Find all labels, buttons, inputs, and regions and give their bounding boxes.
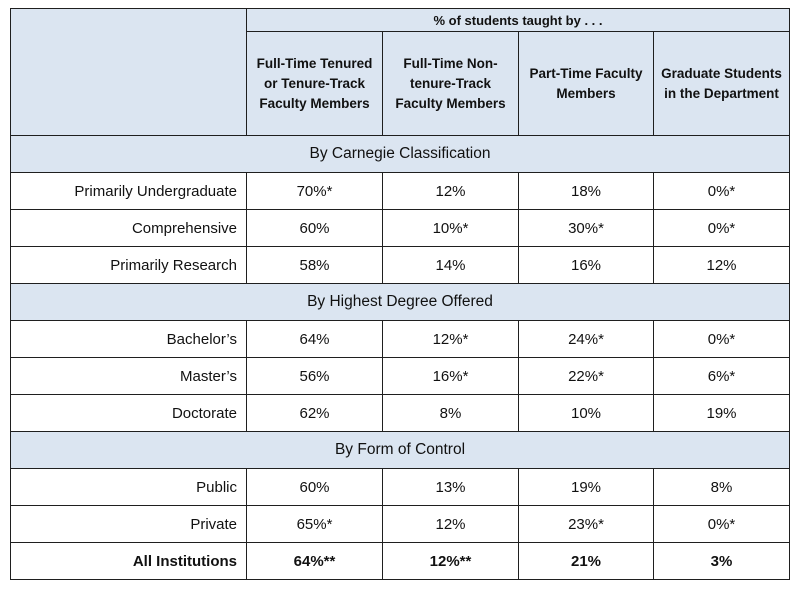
cell-value: 30%* bbox=[518, 209, 654, 247]
cell-value: 64% bbox=[246, 320, 383, 358]
row-label: Private bbox=[10, 505, 247, 543]
row-label: Primarily Undergraduate bbox=[10, 172, 247, 210]
cell-value: 70%* bbox=[246, 172, 383, 210]
column-header: Part-Time Faculty Members bbox=[518, 31, 654, 136]
cell-value: 6%* bbox=[653, 357, 790, 395]
cell-value: 65%* bbox=[246, 505, 383, 543]
cell-value: 12% bbox=[653, 246, 790, 284]
column-header: Full-Time Tenured or Tenure-Track Facult… bbox=[246, 31, 383, 136]
cell-value: 10%* bbox=[382, 209, 519, 247]
cell-value: 12% bbox=[382, 172, 519, 210]
section-title: By Carnegie Classification bbox=[10, 135, 790, 173]
row-label: Doctorate bbox=[10, 394, 247, 432]
cell-value: 12%* bbox=[382, 320, 519, 358]
row-label: Primarily Research bbox=[10, 246, 247, 284]
total-value: 3% bbox=[653, 542, 790, 580]
cell-value: 0%* bbox=[653, 320, 790, 358]
row-label: Master’s bbox=[10, 357, 247, 395]
table-row: Private 65%* 12% 23%* 0%* bbox=[10, 505, 790, 543]
table-row: Primarily Research 58% 14% 16% 12% bbox=[10, 246, 790, 284]
section-title: By Form of Control bbox=[10, 431, 790, 469]
section-row: By Carnegie Classification bbox=[10, 135, 790, 173]
table-row: Comprehensive 60% 10%* 30%* 0%* bbox=[10, 209, 790, 247]
cell-value: 0%* bbox=[653, 209, 790, 247]
cell-value: 0%* bbox=[653, 505, 790, 543]
cell-value: 8% bbox=[653, 468, 790, 506]
cell-value: 22%* bbox=[518, 357, 654, 395]
cell-value: 16% bbox=[518, 246, 654, 284]
column-header-row: Full-Time Tenured or Tenure-Track Facult… bbox=[11, 31, 790, 136]
table-row: Master’s 56% 16%* 22%* 6%* bbox=[10, 357, 790, 395]
cell-value: 13% bbox=[382, 468, 519, 506]
cell-value: 19% bbox=[518, 468, 654, 506]
total-value: 21% bbox=[518, 542, 654, 580]
table-row: Public 60% 13% 19% 8% bbox=[10, 468, 790, 506]
cell-value: 60% bbox=[246, 468, 383, 506]
cell-value: 0%* bbox=[653, 172, 790, 210]
column-header: Graduate Students in the Department bbox=[653, 31, 790, 136]
total-label: All Institutions bbox=[10, 542, 247, 580]
corner-cell bbox=[10, 8, 247, 136]
faculty-distribution-table: % of students taught by . . . Full-Time … bbox=[10, 8, 790, 580]
row-label: Public bbox=[10, 468, 247, 506]
table-row: Doctorate 62% 8% 10% 19% bbox=[10, 394, 790, 432]
cell-value: 19% bbox=[653, 394, 790, 432]
row-label: Bachelor’s bbox=[10, 320, 247, 358]
cell-value: 10% bbox=[518, 394, 654, 432]
cell-value: 16%* bbox=[382, 357, 519, 395]
total-row: All Institutions 64%** 12%** 21% 3% bbox=[10, 542, 790, 580]
section-title: By Highest Degree Offered bbox=[10, 283, 790, 321]
cell-value: 24%* bbox=[518, 320, 654, 358]
column-header: Full-Time Non-tenure-Track Faculty Membe… bbox=[382, 31, 519, 136]
cell-value: 23%* bbox=[518, 505, 654, 543]
cell-value: 18% bbox=[518, 172, 654, 210]
group-header-row: % of students taught by . . . bbox=[10, 8, 790, 136]
cell-value: 62% bbox=[246, 394, 383, 432]
total-value: 64%** bbox=[246, 542, 383, 580]
row-label: Comprehensive bbox=[10, 209, 247, 247]
section-row: By Form of Control bbox=[10, 431, 790, 469]
section-row: By Highest Degree Offered bbox=[10, 283, 790, 321]
table-row: Primarily Undergraduate 70%* 12% 18% 0%* bbox=[10, 172, 790, 210]
total-value: 12%** bbox=[382, 542, 519, 580]
cell-value: 12% bbox=[382, 505, 519, 543]
cell-value: 8% bbox=[382, 394, 519, 432]
cell-value: 14% bbox=[382, 246, 519, 284]
group-header: % of students taught by . . . bbox=[246, 8, 790, 32]
cell-value: 60% bbox=[246, 209, 383, 247]
table-row: Bachelor’s 64% 12%* 24%* 0%* bbox=[10, 320, 790, 358]
cell-value: 56% bbox=[246, 357, 383, 395]
cell-value: 58% bbox=[246, 246, 383, 284]
